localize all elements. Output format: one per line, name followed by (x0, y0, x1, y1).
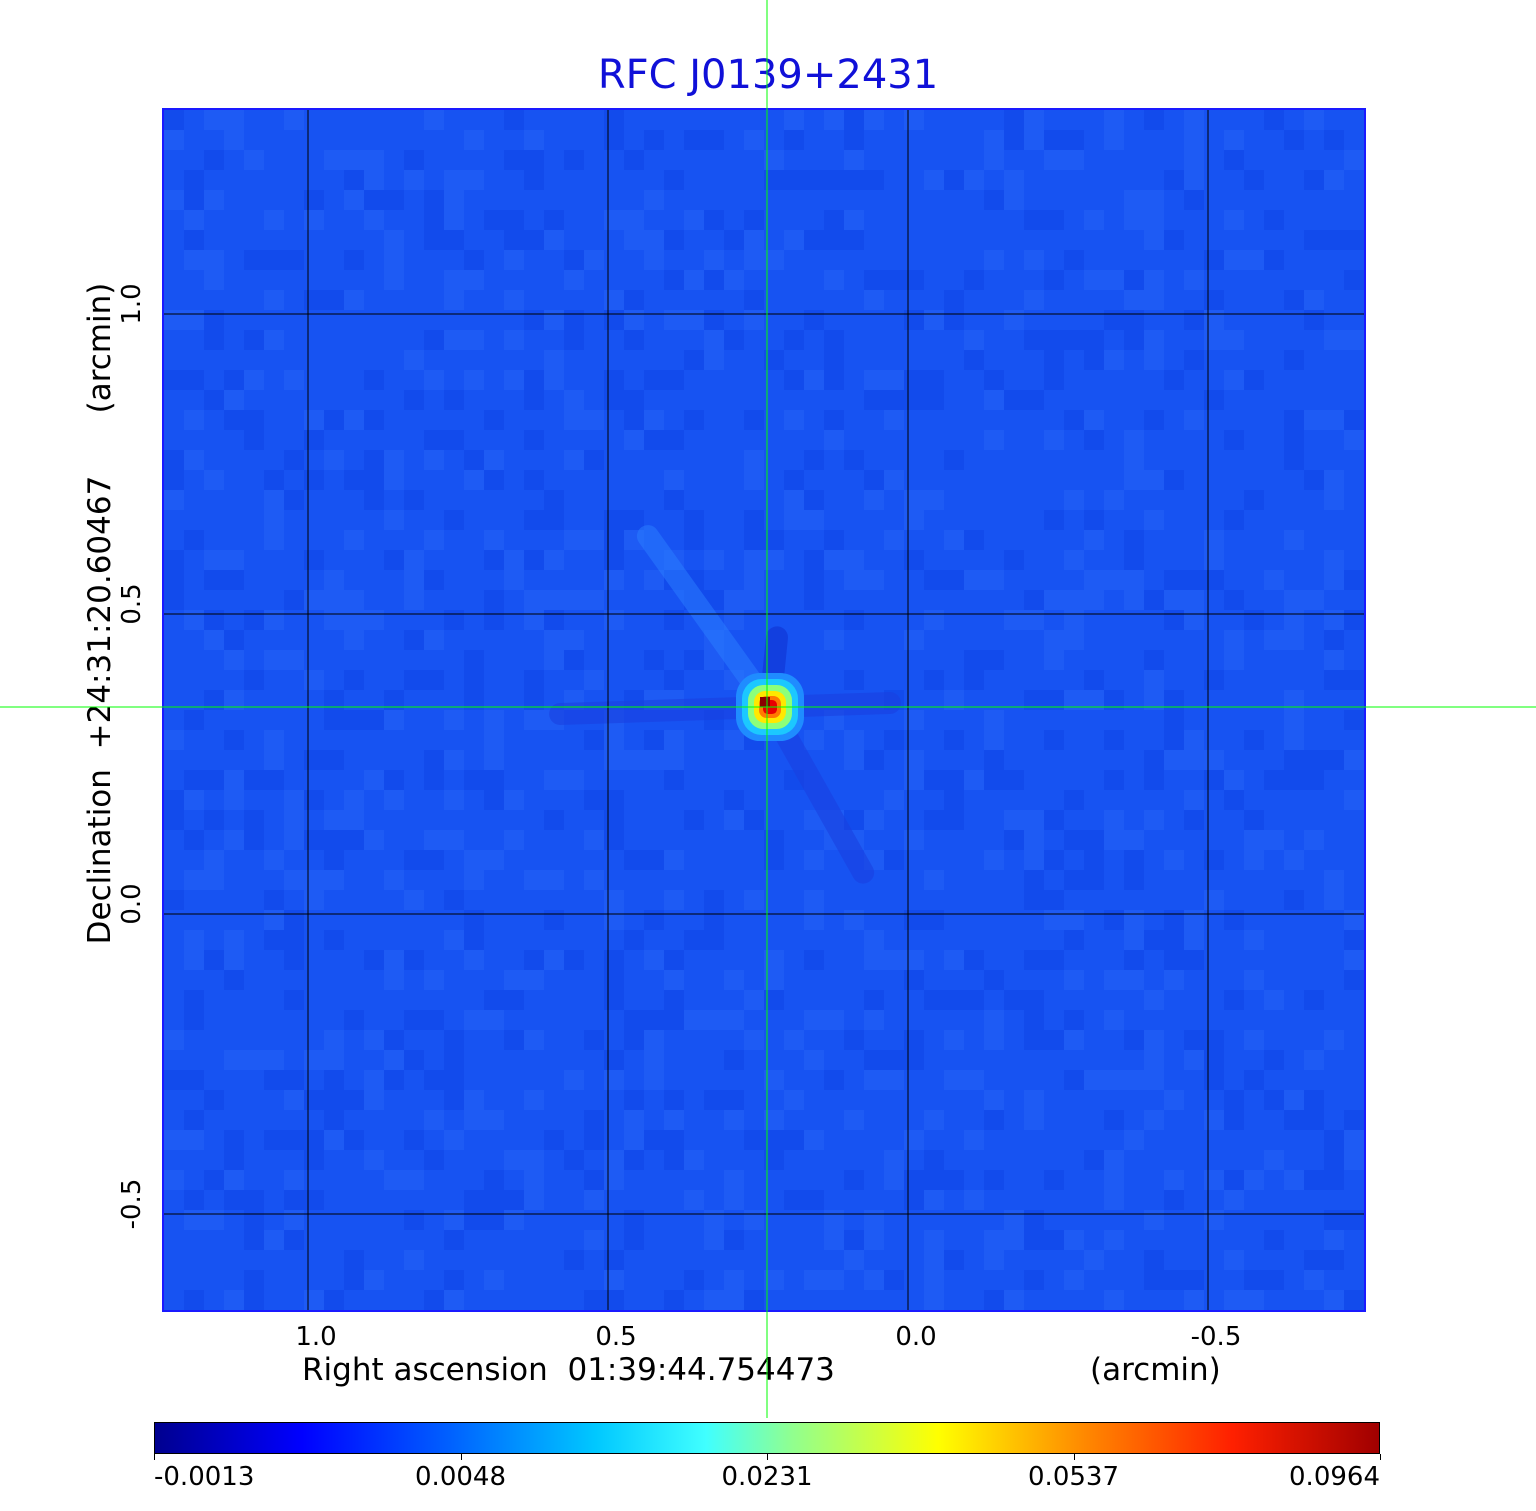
colorbar-tick-mark (1073, 1454, 1075, 1460)
x-tick-label: 0.5 (595, 1322, 637, 1352)
colorbar-tick-mark (767, 1454, 768, 1460)
colorbar-tick-mark (460, 1454, 462, 1460)
x-tick-label: 1.0 (295, 1322, 337, 1352)
colorbar-tick-label: 0.0231 (721, 1462, 813, 1492)
y-tick-label: 0.5 (117, 583, 147, 625)
grid (164, 110, 1364, 1310)
plot-area (162, 108, 1366, 1312)
streak-3 (549, 696, 781, 725)
colorbar-tick-label: -0.0013 (154, 1462, 255, 1492)
noise-texture (164, 110, 1364, 1310)
y-axis-label: Declination +24:31:20.60467 (82, 475, 118, 945)
x-axis-unit: (arcmin) (1090, 1352, 1221, 1388)
colorbar-tick-mark (1380, 1454, 1381, 1460)
y-tick-label: 0.0 (117, 883, 147, 925)
source-core (736, 673, 804, 741)
x-tick-label: 0.0 (895, 1322, 937, 1352)
core-peak (760, 697, 770, 707)
colorbar-tick-mark (154, 1454, 155, 1460)
colorbar-tick-label: 0.0048 (415, 1462, 506, 1492)
x-axis-label: Right ascension 01:39:44.754473 (302, 1352, 835, 1388)
image-layer (164, 110, 1364, 1310)
colorbar (154, 1422, 1380, 1454)
colorbar-tick-label: 0.0537 (1028, 1462, 1119, 1492)
y-tick-label: -0.5 (117, 1178, 147, 1230)
y-tick-label: 1.0 (117, 283, 147, 325)
y-axis-unit: (arcmin) (82, 282, 118, 414)
x-tick-label: -0.5 (1190, 1322, 1242, 1352)
chart-title: RFC J0139+2431 (597, 52, 939, 98)
colorbar-tick-label: 0.0964 (1289, 1462, 1380, 1492)
